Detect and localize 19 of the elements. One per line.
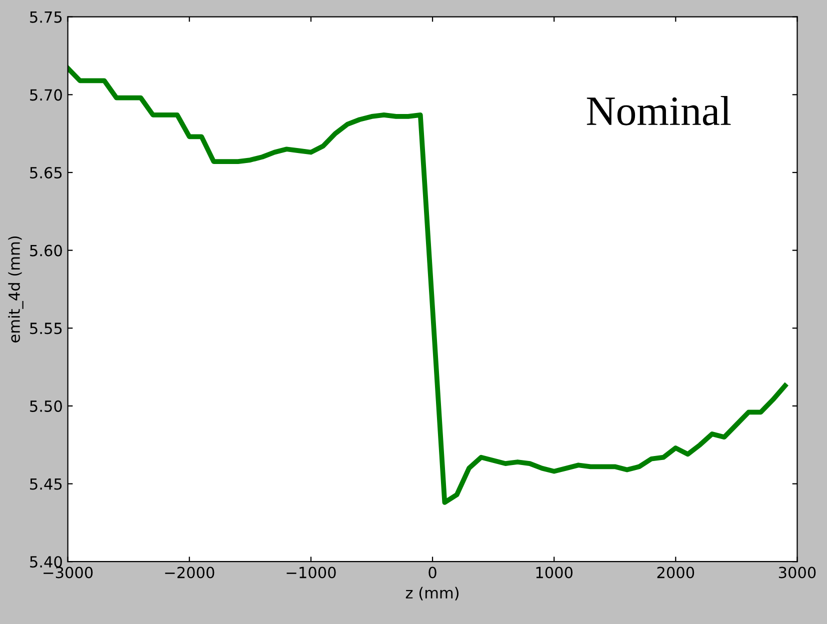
y-tick-label: 5.45: [30, 478, 62, 490]
x-tick-label: 1000: [536, 566, 573, 578]
y-tick-label: 5.55: [30, 322, 62, 334]
y-tick-label: 5.65: [30, 166, 62, 179]
y-tick-label: 5.70: [30, 89, 62, 101]
x-tick-label: −2000: [165, 566, 214, 578]
y-tick-label: 5.60: [30, 244, 62, 256]
y-tick-label: 5.50: [30, 400, 62, 412]
y-axis-title: emit_4d (mm): [8, 236, 24, 342]
y-tick-label: 5.40: [30, 556, 62, 568]
x-tick-label: −1000: [286, 566, 336, 578]
x-tick-label: 2000: [657, 566, 694, 578]
y-tick-label: 5.75: [30, 12, 62, 23]
annotation: Nominal: [586, 96, 731, 126]
x-tick-label: 3000: [778, 566, 816, 578]
line-series: [68, 66, 788, 505]
x-tick-label: −3000: [44, 566, 93, 578]
x-tick-label: 0: [428, 566, 436, 578]
x-axis-title: z (mm): [406, 586, 458, 600]
